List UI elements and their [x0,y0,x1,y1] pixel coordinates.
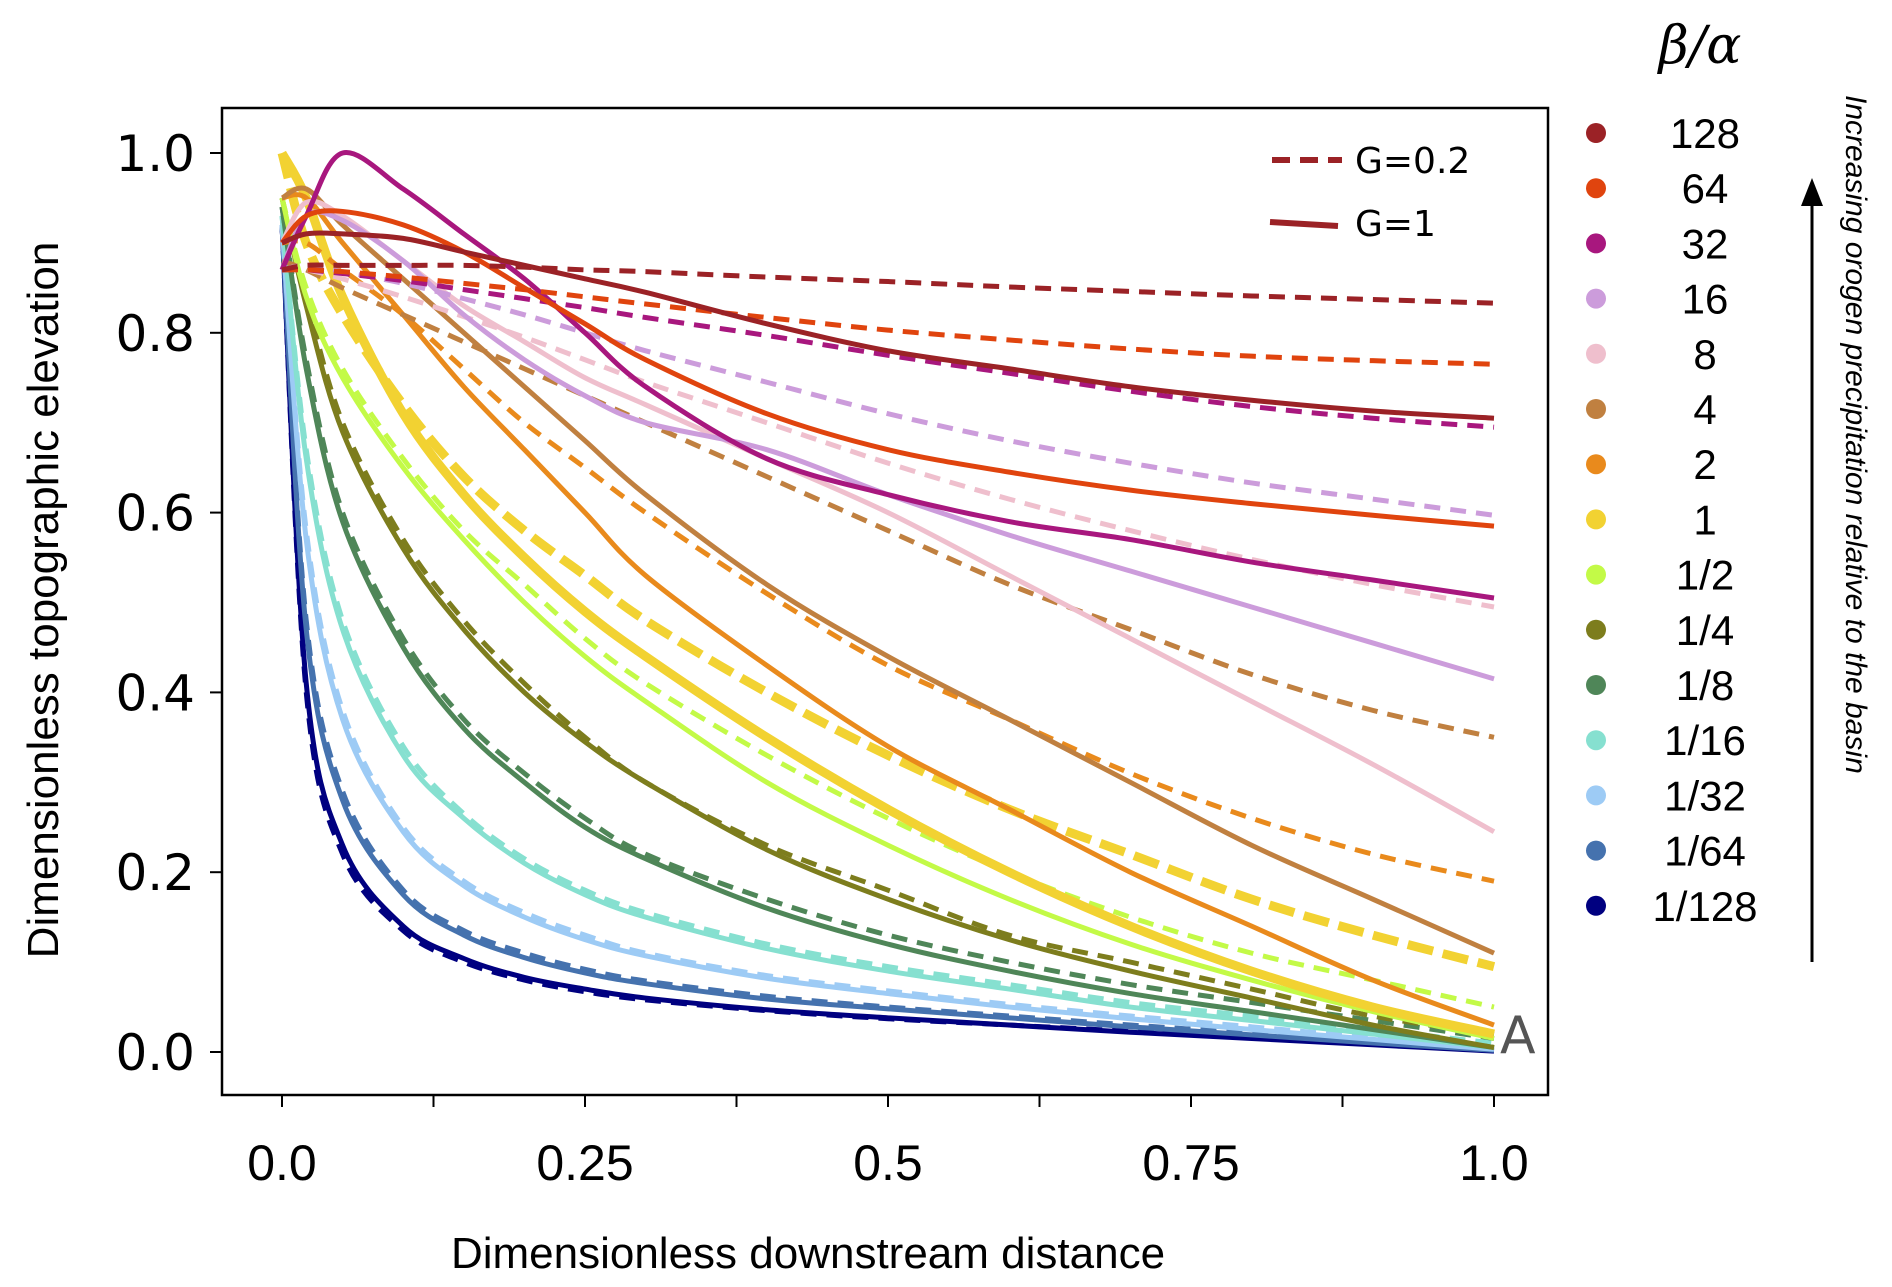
color-legend-marker-8 [1586,343,1606,364]
series-line-1-over-32-g1 [279,224,1495,1052]
color-legend: 128 64 32 16 8 4 2 1 1/2 1/4 1/8 1/16 1/32 1/64 1/128 [1586,110,1758,930]
color-legend-marker-32 [1586,233,1606,254]
series-line-16-g1 [279,209,1495,682]
x-axis: 0.0 0.25 0.5 0.75 1.0 [247,1095,1529,1191]
series-line-1-over-128-g1 [279,224,1495,1054]
color-legend-marker-1-over-4 [1586,619,1606,640]
legend-label-g1: G=1 [1355,204,1436,245]
color-legend-marker-1-over-128 [1586,895,1606,916]
color-legend-label-16: 16 [1682,276,1729,323]
y-tick-label: 0.0 [115,1024,195,1082]
color-legend-label-8: 8 [1693,331,1716,378]
series-line-4-g02 [281,258,1495,740]
legend-solid-line-icon [1269,219,1339,229]
color-legend-label-128: 128 [1670,110,1740,157]
series-line-1-over-16-g02 [279,215,1495,1046]
series-line-1-over-16-g1 [279,215,1495,1050]
series-line-1-over-4-g1 [279,197,1495,1050]
series-line-1-over-8-g02 [279,206,1495,1041]
x-tick-label: 0.75 [1142,1135,1239,1191]
y-tick-label: 0.6 [115,485,195,543]
color-legend-label-2: 2 [1693,441,1716,488]
color-legend-marker-1 [1586,509,1606,530]
series-line-2-g1 [281,192,1495,1028]
precipitation-annotation: Increasing orogen precipitation relative… [1839,95,1872,774]
color-legend-label-1-over-8: 1/8 [1676,662,1734,709]
color-legend-label-1-over-16: 1/16 [1664,717,1746,764]
color-legend-marker-64 [1586,178,1606,199]
y-tick-label: 0.8 [115,305,195,363]
series-line-1-over-2-g1 [279,197,1495,1041]
color-legend-marker-1-over-16 [1586,730,1606,751]
y-axis: 0.0 0.2 0.4 0.6 0.8 1.0 [115,125,222,1082]
panel-label: A [1500,1006,1536,1066]
y-tick-label: 0.4 [115,664,195,722]
series-line-4-g1 [280,185,1496,956]
series-line-8-g02 [281,266,1495,610]
series-line-64-g02 [281,267,1495,367]
color-legend-marker-1-over-8 [1586,675,1606,695]
color-legend-marker-1-over-32 [1586,785,1606,806]
color-legend-title: β/α [1657,16,1742,76]
series-line-128-g02 [281,262,1495,306]
color-legend-label-4: 4 [1693,386,1716,433]
color-legend-marker-128 [1586,123,1606,143]
series-line-1-g1 [278,150,1495,1039]
color-legend-label-1: 1 [1693,496,1716,543]
x-tick-label: 1.0 [1459,1135,1529,1191]
color-legend-marker-1-over-2 [1586,564,1606,585]
style-legend: G=0.2 G=1 [1269,141,1470,245]
series-line-32-g1 [279,150,1495,601]
series-line-1-over-4-g02 [279,197,1495,1037]
color-legend-label-1-over-128: 1/128 [1652,883,1757,930]
color-legend-label-64: 64 [1682,165,1729,212]
plot-lines [277,150,1496,1054]
color-legend-label-1-over-64: 1/64 [1664,828,1746,875]
arrow-up-icon [1801,178,1823,206]
y-tick-label: 0.2 [115,844,195,902]
series-line-1-over-64-g1 [279,224,1495,1053]
y-axis-label: Dimensionless topographic elevation [19,242,68,959]
series-line-32-g02 [281,267,1495,430]
color-legend-marker-16 [1586,288,1606,309]
plot-frame [220,106,1550,1097]
color-legend-label-1-over-4: 1/4 [1676,607,1734,654]
legend-label-g02: G=0.2 [1355,141,1470,182]
color-legend-label-1-over-32: 1/32 [1664,772,1746,819]
series-line-64-g1 [280,208,1495,529]
color-legend-marker-4 [1586,399,1606,419]
y-tick-label: 1.0 [115,125,195,183]
color-legend-label-32: 32 [1682,220,1729,267]
series-line-8-g1 [279,198,1496,834]
series-line-128-g1 [281,230,1495,421]
color-legend-marker-1-over-64 [1586,840,1606,861]
x-axis-label: Dimensionless downstream distance [451,1229,1165,1278]
x-tick-label: 0.25 [536,1135,633,1191]
color-legend-label-1-over-2: 1/2 [1676,552,1734,599]
series-line-2-g02 [281,238,1495,884]
color-legend-marker-2 [1586,454,1606,475]
x-tick-label: 0.5 [853,1135,923,1191]
series-line-1-over-8-g1 [279,206,1495,1050]
x-tick-label: 0.0 [247,1135,317,1191]
series-line-1-over-2-g02 [279,197,1495,1010]
